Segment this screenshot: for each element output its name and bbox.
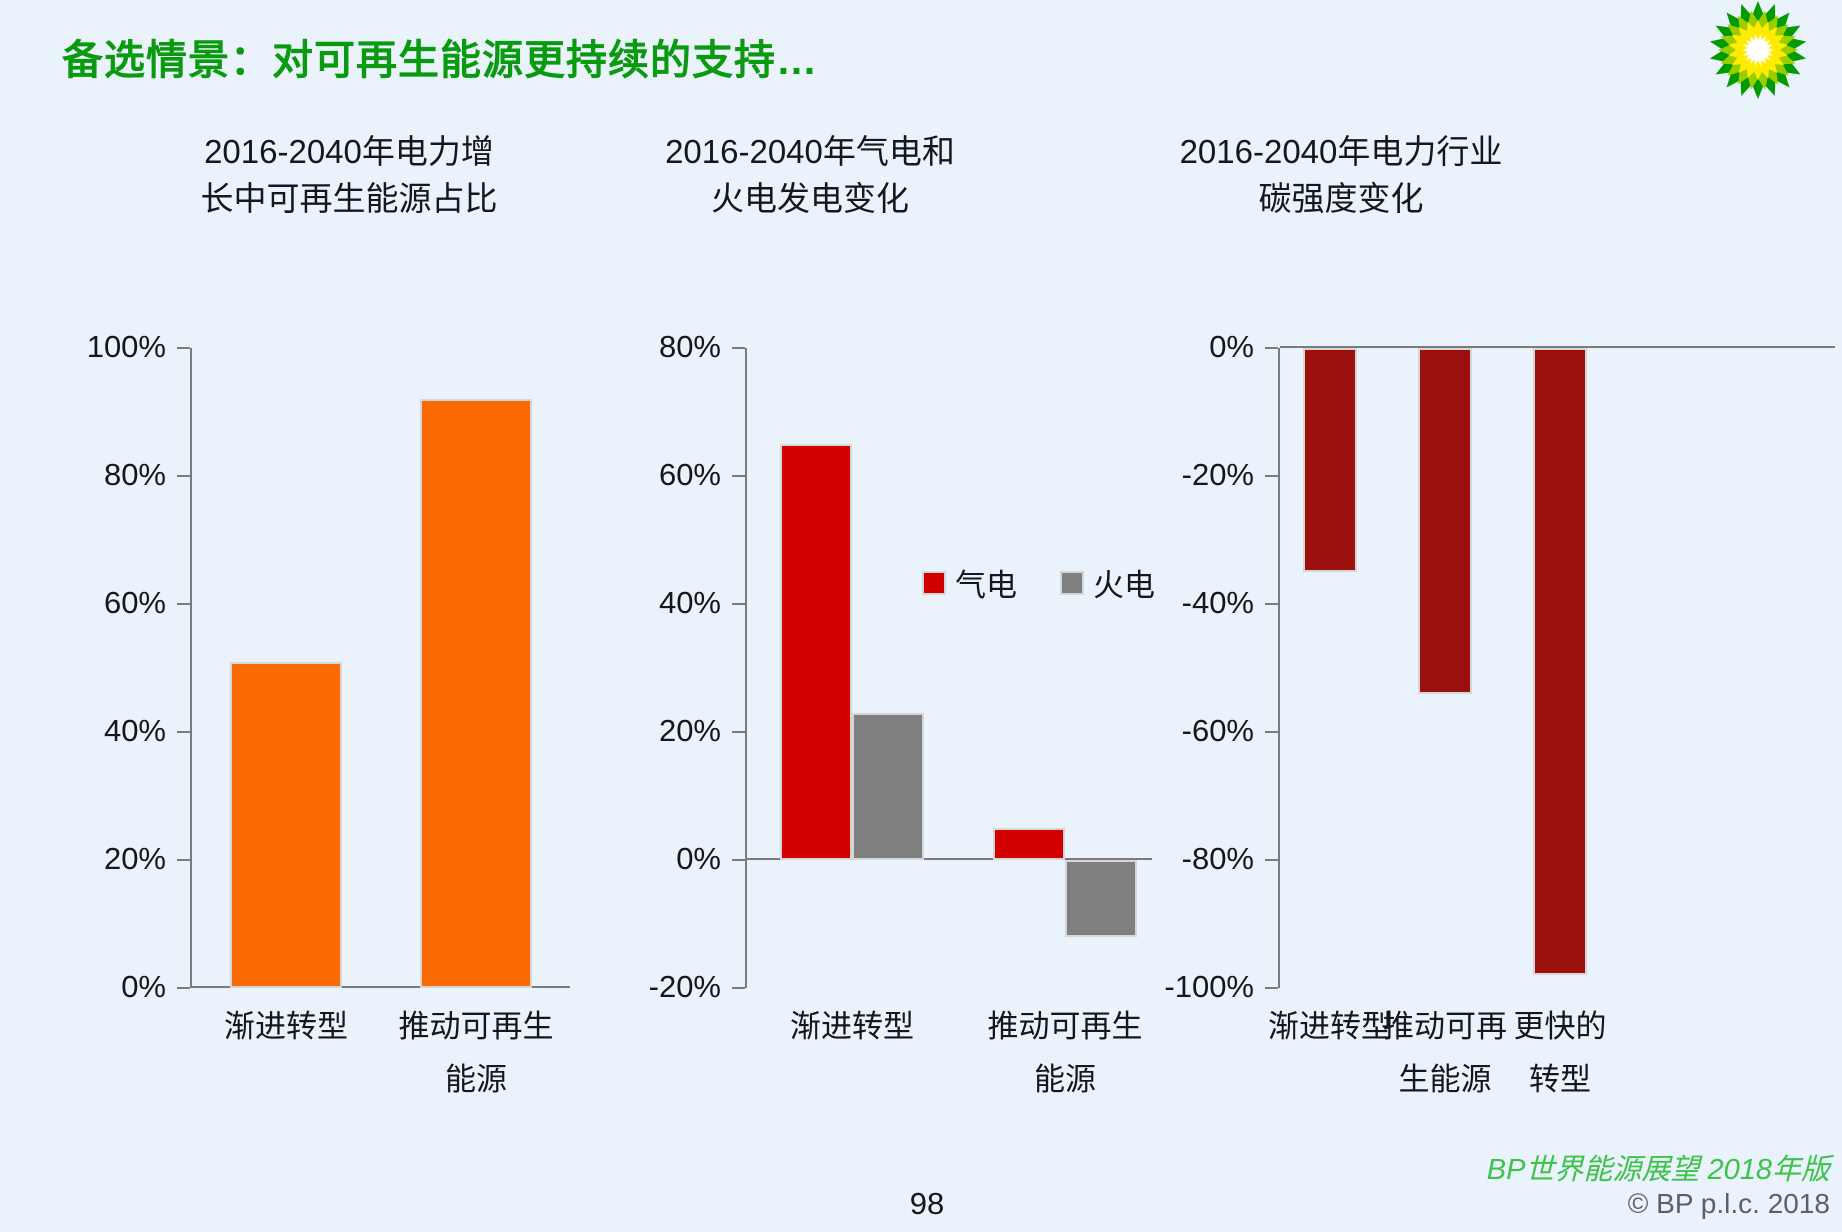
footer-copyright: © BP p.l.c. 2018 xyxy=(1627,1188,1830,1219)
category-label-line: 能源 xyxy=(445,1062,507,1097)
y-tick-label: 40% xyxy=(658,585,721,620)
footer-source: BP世界能源展望 2018年版 xyxy=(1486,1154,1830,1186)
y-axis-tick xyxy=(732,603,745,605)
category-label-line: 更快的 xyxy=(1513,1009,1607,1044)
y-axis-tick xyxy=(177,731,190,733)
y-tick-label: -60% xyxy=(1181,713,1254,748)
chart1-title: 2016-2040年电力增 长中可再生能源占比 xyxy=(118,128,580,222)
chart2-title-line1: 2016-2040年气电和 xyxy=(665,133,955,170)
chart3-title-line2: 碳强度变化 xyxy=(1258,180,1424,217)
y-axis-tick xyxy=(177,987,190,989)
y-axis-tick xyxy=(732,859,745,861)
bar-火电 xyxy=(852,712,924,860)
legend-label: 火电 xyxy=(1093,568,1155,603)
page-number: 98 xyxy=(909,1186,945,1221)
y-axis-tick xyxy=(732,987,745,989)
y-tick-label: -40% xyxy=(1181,585,1254,620)
category-label: 推动可再生能源 xyxy=(940,1000,1190,1106)
y-axis-tick xyxy=(732,475,745,477)
y-tick-label: 80% xyxy=(658,329,721,364)
y-tick-label: 100% xyxy=(86,329,166,364)
y-tick-label: 60% xyxy=(103,585,166,620)
category-label: 更快的 转型 xyxy=(1460,1000,1660,1106)
bar-气电 xyxy=(780,444,852,860)
chart1-title-line1: 2016-2040年电力增 xyxy=(204,133,494,170)
bar xyxy=(420,399,532,988)
chart3-title-line1: 2016-2040年电力行业 xyxy=(1179,133,1503,170)
bp-helios-logo-icon xyxy=(1709,1,1807,99)
category-label-line: 渐进转型 xyxy=(790,1009,914,1044)
chart2-title-line2: 火电发电变化 xyxy=(711,180,909,217)
legend-item: 火电 xyxy=(1060,560,1155,605)
bar-火电 xyxy=(1065,860,1137,937)
bar xyxy=(1533,348,1587,976)
legend-item: 气电 xyxy=(922,560,1017,605)
zero-line xyxy=(1280,346,1835,348)
y-axis-tick xyxy=(177,603,190,605)
y-axis-tick xyxy=(177,859,190,861)
category-label: 推动可再生能源 xyxy=(1345,1000,1545,1106)
y-tick-label: 60% xyxy=(658,457,721,492)
y-axis-tick xyxy=(177,347,190,349)
category-label: 渐进转型 xyxy=(1230,1000,1430,1053)
bar xyxy=(1418,348,1472,694)
category-label-line: 生能源 xyxy=(1398,1062,1492,1097)
y-axis-tick xyxy=(1265,859,1278,861)
bar xyxy=(1303,348,1357,572)
category-label-line: 能源 xyxy=(1034,1062,1096,1097)
y-tick-label: 0% xyxy=(121,969,166,1004)
y-tick-label: 20% xyxy=(103,841,166,876)
y-tick-label: 80% xyxy=(103,457,166,492)
y-axis-tick xyxy=(177,475,190,477)
y-axis-line xyxy=(190,348,192,988)
chart3-title: 2016-2040年电力行业 碳强度变化 xyxy=(1106,128,1576,222)
category-label: 渐进转型 xyxy=(161,1000,411,1053)
category-label-line: 渐进转型 xyxy=(1268,1009,1392,1044)
y-tick-label: -20% xyxy=(648,969,721,1004)
category-label-line: 转型 xyxy=(1529,1062,1591,1097)
y-axis-tick xyxy=(1265,731,1278,733)
category-label: 推动可再生能源 xyxy=(351,1000,601,1106)
y-axis-tick xyxy=(732,731,745,733)
y-tick-label: -80% xyxy=(1181,841,1254,876)
category-label-line: 推动可再 xyxy=(1383,1009,1507,1044)
chart2-title: 2016-2040年气电和 火电发电变化 xyxy=(588,128,1032,222)
category-label: 渐进转型 xyxy=(727,1000,977,1053)
y-axis-tick xyxy=(1265,603,1278,605)
legend-label: 气电 xyxy=(955,568,1017,603)
y-axis-line xyxy=(1278,348,1280,988)
y-tick-label: 0% xyxy=(1209,329,1254,364)
zero-line xyxy=(192,986,570,988)
bar xyxy=(230,661,342,988)
page-title: 备选情景：对可再生能源更持续的支持… xyxy=(62,37,818,83)
y-axis-tick xyxy=(1265,475,1278,477)
legend-swatch-icon xyxy=(922,570,946,595)
y-tick-label: 0% xyxy=(676,841,721,876)
y-axis-tick xyxy=(1265,987,1278,989)
y-axis-tick xyxy=(732,347,745,349)
legend-swatch-icon xyxy=(1060,570,1084,595)
category-label-line: 渐进转型 xyxy=(224,1009,348,1044)
category-label-line: 推动可再生 xyxy=(987,1009,1143,1044)
zero-line xyxy=(747,858,1152,860)
y-tick-label: 20% xyxy=(658,713,721,748)
bar-气电 xyxy=(993,828,1065,860)
y-axis-line xyxy=(745,348,747,988)
y-tick-label: 40% xyxy=(103,713,166,748)
chart1-title-line2: 长中可再生能源占比 xyxy=(200,180,498,217)
y-tick-label: -20% xyxy=(1181,457,1254,492)
y-tick-label: -100% xyxy=(1164,969,1254,1004)
y-axis-tick xyxy=(1265,347,1278,349)
category-label-line: 推动可再生 xyxy=(398,1009,554,1044)
